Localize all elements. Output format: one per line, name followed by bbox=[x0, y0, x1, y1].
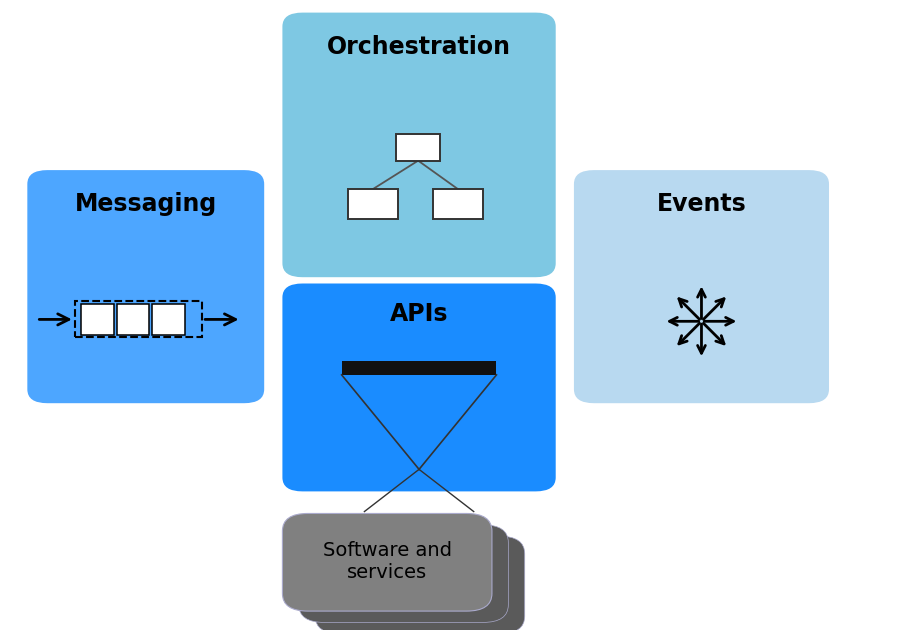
FancyBboxPatch shape bbox=[27, 170, 264, 403]
FancyBboxPatch shape bbox=[299, 525, 508, 622]
Bar bbox=[152, 304, 185, 335]
FancyBboxPatch shape bbox=[574, 170, 829, 403]
Bar bbox=[342, 361, 496, 375]
FancyBboxPatch shape bbox=[282, 284, 556, 491]
Text: Orchestration: Orchestration bbox=[327, 35, 511, 59]
Text: Software and
services: Software and services bbox=[322, 541, 452, 582]
Bar bbox=[396, 134, 440, 161]
Bar bbox=[433, 189, 483, 219]
Bar bbox=[348, 189, 398, 219]
FancyBboxPatch shape bbox=[315, 536, 525, 630]
Bar bbox=[75, 301, 202, 337]
Bar bbox=[117, 304, 149, 335]
FancyBboxPatch shape bbox=[282, 513, 492, 611]
Bar bbox=[81, 304, 114, 335]
Text: Events: Events bbox=[657, 192, 746, 216]
Text: APIs: APIs bbox=[390, 302, 448, 326]
FancyBboxPatch shape bbox=[282, 13, 556, 277]
Text: Messaging: Messaging bbox=[75, 192, 217, 216]
